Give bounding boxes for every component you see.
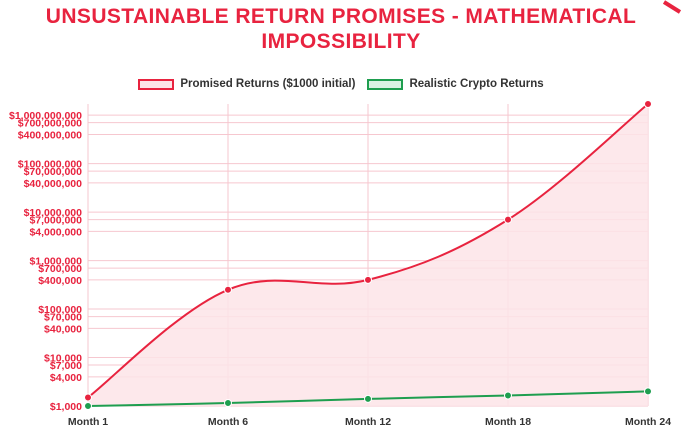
legend-swatch-realistic [367, 78, 404, 90]
data-point [364, 394, 372, 403]
data-point [224, 285, 232, 294]
y-tick-label: $10,000 [44, 353, 82, 365]
y-tick-label: $100,000 [38, 304, 82, 316]
y-tick-label: $1,000,000 [29, 256, 82, 268]
y-tick-label: $10,000,000 [24, 207, 83, 219]
data-point [644, 387, 652, 396]
data-point [224, 399, 232, 408]
data-point [84, 393, 92, 402]
y-tick-label: $7,000 [50, 360, 82, 372]
y-tick-label: $400,000 [38, 275, 82, 287]
legend-swatch-promised [138, 78, 175, 90]
legend-label-promised: Promised Returns ($1000 initial) [180, 78, 356, 90]
y-tick-label: $4,000 [50, 372, 82, 384]
y-tick-label: $400,000,000 [18, 129, 82, 141]
y-tick-label: $1,000,000,000 [9, 110, 82, 122]
data-point [84, 402, 92, 410]
y-tick-label: $70,000 [44, 312, 82, 324]
y-tick-label: $100,000,000 [18, 159, 82, 171]
y-tick-label: $700,000,000 [18, 118, 82, 130]
data-point [504, 391, 512, 400]
data-point [504, 215, 512, 224]
legend-item-promised[interactable]: Promised Returns ($1000 initial) [138, 78, 355, 90]
x-tick-label: Month 24 [625, 416, 671, 428]
y-tick-label: $70,000,000 [24, 166, 83, 178]
data-point [644, 100, 652, 108]
series-layer [84, 100, 652, 410]
corner-arrow-icon [662, 0, 682, 14]
y-tick-label: $40,000 [44, 323, 82, 335]
chart-title: UNSUSTAINABLE RETURN PROMISES - MATHEMAT… [45, 5, 637, 53]
legend-item-realistic[interactable]: Realistic Crypto Returns [367, 78, 544, 90]
x-tick-label: Month 18 [485, 416, 531, 428]
y-tick-label: $4,000,000 [29, 226, 82, 238]
y-tick-label: $700,000 [38, 263, 82, 275]
y-tick-label: $1,000 [50, 401, 82, 413]
x-tick-label: Month 1 [68, 416, 108, 428]
y-tick-label: $7,000,000 [29, 215, 82, 227]
chart-legend: Promised Returns ($1000 initial) Realist… [0, 78, 682, 90]
legend-label-realistic: Realistic Crypto Returns [409, 78, 544, 90]
x-tick-label: Month 6 [208, 416, 248, 428]
data-point [364, 275, 372, 284]
y-tick-label: $40,000,000 [24, 178, 83, 190]
series-area-0 [88, 104, 648, 406]
x-tick-label: Month 12 [345, 416, 391, 428]
axis-layer: $1,000$4,000$7,000$10,000$40,000$70,000$… [9, 110, 671, 428]
